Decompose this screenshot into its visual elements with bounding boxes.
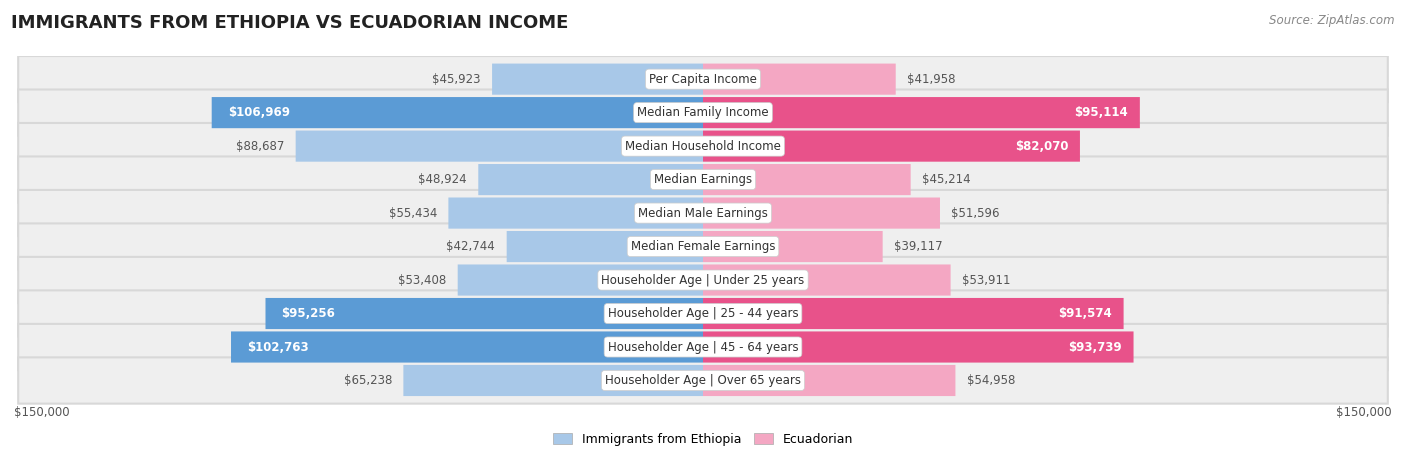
Text: $88,687: $88,687 <box>236 140 284 153</box>
FancyBboxPatch shape <box>703 164 911 195</box>
FancyBboxPatch shape <box>18 223 1388 270</box>
Text: $102,763: $102,763 <box>247 340 309 354</box>
Text: Median Household Income: Median Household Income <box>626 140 780 153</box>
FancyBboxPatch shape <box>404 365 703 396</box>
Text: $91,574: $91,574 <box>1059 307 1112 320</box>
Text: $41,958: $41,958 <box>907 73 956 85</box>
FancyBboxPatch shape <box>212 97 703 128</box>
Text: $53,911: $53,911 <box>962 274 1011 287</box>
FancyBboxPatch shape <box>18 123 1388 169</box>
FancyBboxPatch shape <box>18 90 1388 136</box>
FancyBboxPatch shape <box>231 332 703 362</box>
FancyBboxPatch shape <box>703 231 883 262</box>
Text: $65,238: $65,238 <box>343 374 392 387</box>
FancyBboxPatch shape <box>18 257 1388 303</box>
Text: Householder Age | Under 25 years: Householder Age | Under 25 years <box>602 274 804 287</box>
Text: $55,434: $55,434 <box>388 206 437 219</box>
Text: $95,256: $95,256 <box>281 307 336 320</box>
FancyBboxPatch shape <box>703 64 896 95</box>
Text: $150,000: $150,000 <box>14 406 70 419</box>
Text: Median Male Earnings: Median Male Earnings <box>638 206 768 219</box>
Text: $106,969: $106,969 <box>228 106 290 119</box>
FancyBboxPatch shape <box>295 131 703 162</box>
Legend: Immigrants from Ethiopia, Ecuadorian: Immigrants from Ethiopia, Ecuadorian <box>548 428 858 451</box>
Text: $39,117: $39,117 <box>894 240 943 253</box>
Text: $93,739: $93,739 <box>1069 340 1122 354</box>
FancyBboxPatch shape <box>18 156 1388 203</box>
Text: $45,923: $45,923 <box>432 73 481 85</box>
FancyBboxPatch shape <box>703 365 956 396</box>
Text: IMMIGRANTS FROM ETHIOPIA VS ECUADORIAN INCOME: IMMIGRANTS FROM ETHIOPIA VS ECUADORIAN I… <box>11 14 568 32</box>
FancyBboxPatch shape <box>18 190 1388 236</box>
FancyBboxPatch shape <box>703 97 1140 128</box>
FancyBboxPatch shape <box>703 264 950 296</box>
Text: Median Earnings: Median Earnings <box>654 173 752 186</box>
FancyBboxPatch shape <box>478 164 703 195</box>
FancyBboxPatch shape <box>458 264 703 296</box>
FancyBboxPatch shape <box>703 131 1080 162</box>
FancyBboxPatch shape <box>449 198 703 229</box>
Text: Householder Age | 45 - 64 years: Householder Age | 45 - 64 years <box>607 340 799 354</box>
FancyBboxPatch shape <box>703 332 1133 362</box>
FancyBboxPatch shape <box>703 298 1123 329</box>
Text: $42,744: $42,744 <box>447 240 495 253</box>
FancyBboxPatch shape <box>506 231 703 262</box>
Text: $54,958: $54,958 <box>967 374 1015 387</box>
Text: $45,214: $45,214 <box>922 173 970 186</box>
FancyBboxPatch shape <box>18 324 1388 370</box>
Text: $95,114: $95,114 <box>1074 106 1129 119</box>
Text: Householder Age | 25 - 44 years: Householder Age | 25 - 44 years <box>607 307 799 320</box>
Text: Per Capita Income: Per Capita Income <box>650 73 756 85</box>
Text: Median Female Earnings: Median Female Earnings <box>631 240 775 253</box>
Text: Householder Age | Over 65 years: Householder Age | Over 65 years <box>605 374 801 387</box>
FancyBboxPatch shape <box>266 298 703 329</box>
Text: $51,596: $51,596 <box>952 206 1000 219</box>
FancyBboxPatch shape <box>492 64 703 95</box>
FancyBboxPatch shape <box>18 290 1388 337</box>
Text: Source: ZipAtlas.com: Source: ZipAtlas.com <box>1270 14 1395 27</box>
FancyBboxPatch shape <box>18 357 1388 403</box>
Text: $53,408: $53,408 <box>398 274 446 287</box>
Text: $150,000: $150,000 <box>1336 406 1392 419</box>
Text: $48,924: $48,924 <box>418 173 467 186</box>
Text: Median Family Income: Median Family Income <box>637 106 769 119</box>
FancyBboxPatch shape <box>18 56 1388 102</box>
Text: $82,070: $82,070 <box>1015 140 1069 153</box>
FancyBboxPatch shape <box>703 198 941 229</box>
